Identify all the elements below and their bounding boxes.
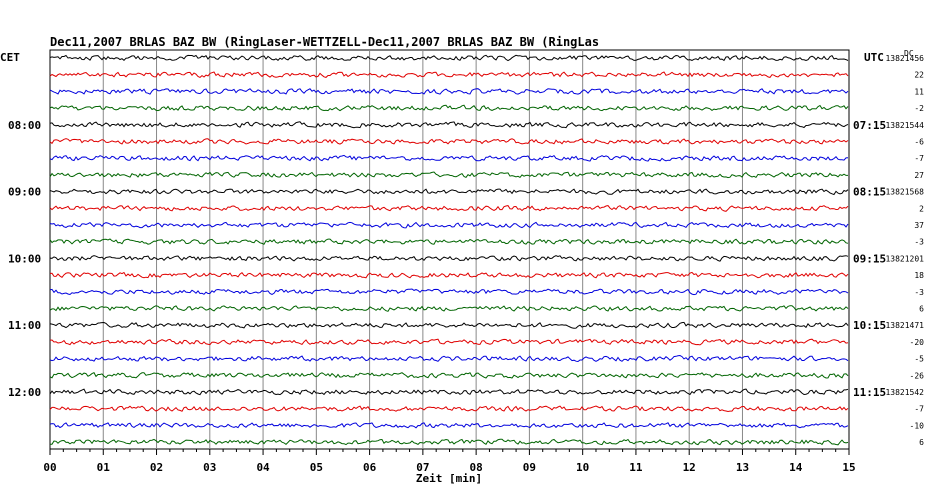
trace-offset-label: 11 bbox=[914, 87, 924, 96]
trace-19 bbox=[49, 354, 849, 363]
plot-grid bbox=[49, 49, 850, 450]
x-tick-label: 11 bbox=[629, 461, 643, 474]
trace-offset-label: 13821544 bbox=[885, 121, 924, 130]
x-tick-label: 00 bbox=[43, 461, 56, 474]
trace-20 bbox=[49, 372, 849, 379]
trace-3 bbox=[49, 88, 849, 95]
trace-7 bbox=[49, 154, 849, 162]
trace-6 bbox=[49, 138, 849, 145]
trace-offset-label: -20 bbox=[910, 338, 925, 347]
trace-offset-label: 22 bbox=[914, 71, 924, 80]
trace-offset-label: 6 bbox=[919, 438, 924, 447]
x-axis: 00 01 02 03 04 05 06 07 08 09 10 11 12 13 14 15 bbox=[43, 449, 856, 474]
trace-offset-label: 6 bbox=[919, 305, 924, 314]
x-tick-label: 13 bbox=[736, 461, 749, 474]
x-tick-label: 03 bbox=[203, 461, 216, 474]
x-tick-label: 09 bbox=[523, 461, 536, 474]
trace-15 bbox=[49, 288, 849, 296]
x-tick-label: 05 bbox=[310, 461, 323, 474]
trace-2 bbox=[49, 71, 849, 78]
trace-13 bbox=[49, 255, 849, 262]
trace-1 bbox=[49, 54, 849, 62]
trace-offset-label: -3 bbox=[914, 238, 924, 247]
trace-22 bbox=[49, 405, 849, 413]
x-tick-label: 14 bbox=[789, 461, 803, 474]
x-tick-label: 12 bbox=[683, 461, 696, 474]
x-tick-label: 04 bbox=[256, 461, 270, 474]
right-timezone-label: UTC bbox=[864, 51, 884, 64]
trace-17 bbox=[49, 321, 849, 329]
trace-9 bbox=[49, 188, 849, 196]
left-time-label: 10:00 bbox=[8, 252, 41, 265]
trace-24 bbox=[50, 438, 849, 446]
chart-title: Dec11,2007 BRLAS BAZ BW (RingLaser-WETTZ… bbox=[50, 35, 599, 49]
trace-offset-label: -10 bbox=[910, 421, 925, 430]
left-time-label: 09:00 bbox=[8, 186, 41, 199]
trace-11 bbox=[49, 221, 849, 229]
trace-12 bbox=[49, 238, 849, 245]
x-tick-label: 02 bbox=[150, 461, 163, 474]
offset-header: DC bbox=[904, 49, 914, 58]
trace-5 bbox=[49, 121, 849, 129]
row-labels: 13821456 22 11 -2 08:00 07:15 13821544 -6 -7 27 09… bbox=[8, 54, 924, 447]
trace-4 bbox=[49, 104, 849, 112]
trace-offset-label: 13821542 bbox=[885, 388, 924, 397]
x-axis-label: Zeit [min] bbox=[416, 472, 482, 485]
trace-offset-label: 2 bbox=[919, 204, 924, 213]
trace-21 bbox=[49, 388, 849, 396]
trace-offset-label: 13821568 bbox=[885, 188, 924, 197]
trace-group bbox=[49, 54, 849, 446]
trace-offset-label: 37 bbox=[914, 221, 924, 230]
trace-offset-label: 13821471 bbox=[885, 321, 924, 330]
trace-offset-label: 27 bbox=[914, 171, 924, 180]
x-tick-label: 15 bbox=[842, 461, 855, 474]
trace-offset-label: -2 bbox=[914, 104, 924, 113]
trace-8 bbox=[49, 171, 848, 179]
x-tick-label: 06 bbox=[363, 461, 377, 474]
trace-offset-label: -5 bbox=[914, 355, 924, 364]
trace-offset-label: -7 bbox=[914, 405, 924, 414]
x-tick-label: 08 bbox=[470, 461, 483, 474]
trace-18 bbox=[49, 338, 849, 346]
trace-offset-label: 13821201 bbox=[885, 254, 924, 263]
trace-offset-label: -6 bbox=[914, 138, 924, 147]
trace-offset-label: -3 bbox=[914, 288, 924, 297]
trace-offset-label: 18 bbox=[914, 271, 924, 280]
right-time-label: 07:15 bbox=[853, 119, 886, 132]
trace-offset-label: 13821456 bbox=[885, 54, 924, 63]
trace-offset-label: -7 bbox=[914, 154, 924, 163]
left-timezone-label: CET bbox=[0, 51, 20, 64]
left-time-label: 12:00 bbox=[8, 386, 41, 399]
left-time-label: 08:00 bbox=[8, 119, 41, 132]
x-tick-label: 07 bbox=[416, 461, 429, 474]
trace-16 bbox=[49, 305, 849, 312]
trace-23 bbox=[49, 422, 849, 429]
right-time-label: 09:15 bbox=[853, 252, 886, 265]
x-tick-label: 10 bbox=[576, 461, 589, 474]
trace-10 bbox=[49, 205, 849, 212]
right-time-label: 11:15 bbox=[853, 386, 886, 399]
trace-14 bbox=[49, 271, 849, 279]
right-time-label: 10:15 bbox=[853, 319, 886, 332]
x-tick-label: 01 bbox=[97, 461, 111, 474]
right-time-label: 08:15 bbox=[853, 186, 886, 199]
trace-offset-label: -26 bbox=[910, 371, 925, 380]
left-time-label: 11:00 bbox=[8, 319, 41, 332]
